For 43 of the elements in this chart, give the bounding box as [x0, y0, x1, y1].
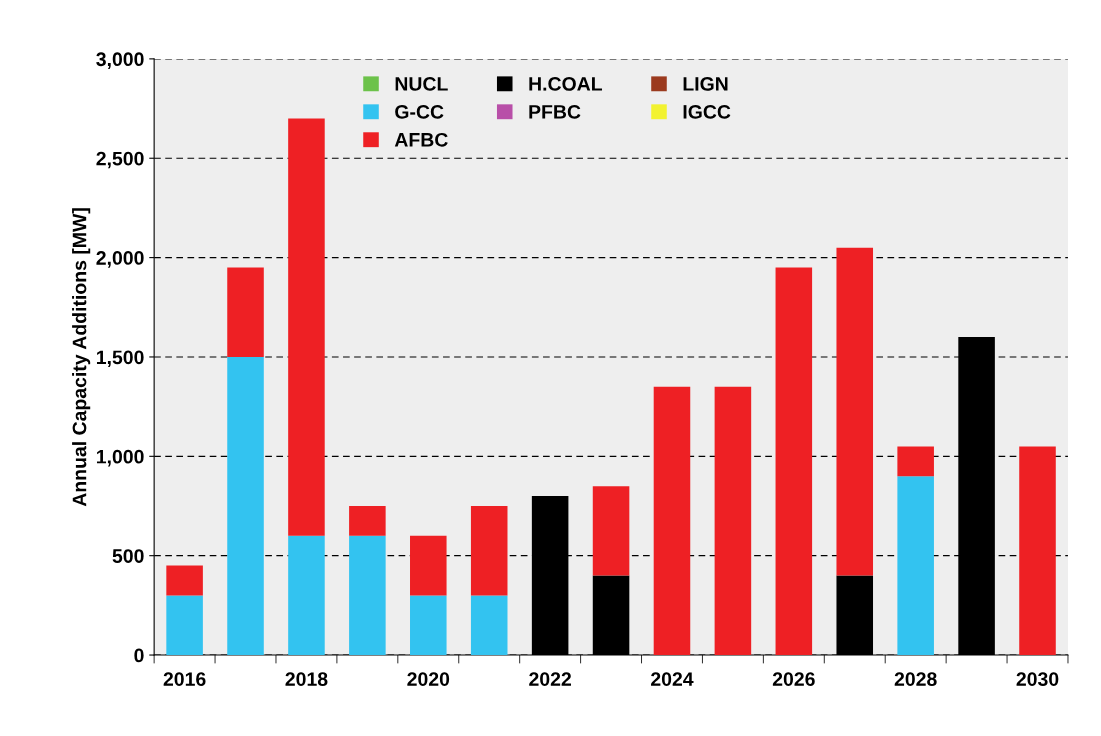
bar: [410, 535, 447, 596]
bar: [166, 595, 203, 656]
bar: [714, 386, 752, 656]
bar: [836, 247, 874, 576]
legend-label: NUCL: [395, 77, 448, 91]
y-tick-label: 1,500: [96, 350, 144, 368]
bar: [227, 356, 264, 656]
bar: [288, 118, 325, 536]
bar: [592, 486, 630, 576]
legend-label: AFBC: [394, 132, 448, 147]
y-tick-label: 3,000: [96, 52, 144, 69]
bar: [349, 535, 386, 656]
x-tick-label: 2016: [163, 672, 206, 686]
bar: [653, 386, 691, 656]
bar: [897, 476, 934, 656]
legend-label: PFBC: [529, 104, 581, 119]
legend-label: H.COAL: [529, 77, 603, 91]
legend-label: LIGN: [683, 77, 728, 91]
y-tick-label: 2,500: [96, 151, 144, 169]
bar: [227, 267, 264, 357]
x-tick-label: 2020: [407, 672, 450, 686]
bar: [470, 595, 508, 656]
bar: [897, 446, 934, 477]
bar: [349, 506, 386, 536]
x-tick-label: 2028: [894, 672, 937, 686]
x-tick-label: 2030: [1016, 672, 1059, 687]
y-tick-label: 500: [112, 549, 144, 563]
y-tick-label: 2,000: [96, 251, 144, 268]
x-tick-label: 2018: [285, 672, 328, 686]
bar: [1019, 446, 1056, 656]
bar: [410, 595, 447, 656]
bar: [775, 267, 813, 656]
legend-label: G-CC: [395, 104, 444, 119]
y-axis-title: Annual Capacity Additions [MW]: [72, 208, 91, 507]
bar: [288, 535, 325, 656]
x-tick-label: 2022: [529, 672, 571, 686]
bar: [470, 506, 508, 596]
x-tick-label: 2026: [772, 672, 815, 686]
x-tick-label: 2024: [651, 672, 694, 686]
legend-label: IGCC: [683, 104, 731, 119]
y-tick-label: 0: [134, 648, 144, 663]
bar: [166, 565, 203, 596]
y-tick-label: 1,000: [96, 449, 144, 467]
